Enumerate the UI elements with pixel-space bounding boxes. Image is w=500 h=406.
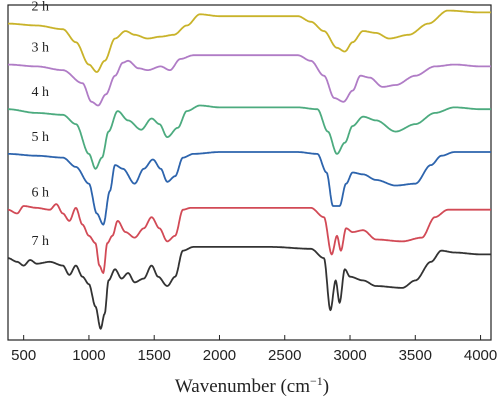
series-line-4h: [7, 104, 492, 170]
x-tick-label-2500: 2500: [268, 347, 301, 364]
x-tick-label-500: 500: [11, 347, 36, 364]
x-tick-label-4000: 4000: [464, 347, 497, 364]
series-line-7h: [7, 246, 492, 330]
plot-frame: [7, 4, 492, 341]
x-tick-label-3500: 3500: [399, 347, 432, 364]
series-label-6h: 6 h: [31, 186, 49, 201]
series-line-2h: [7, 9, 492, 73]
series-line-5h: [7, 151, 492, 226]
x-tick-label-2000: 2000: [203, 347, 236, 364]
plot-border: [7, 4, 492, 341]
series-label-3h: 3 h: [31, 41, 49, 56]
series-line-6h: [7, 203, 492, 274]
x-axis-ticks: 500 1000 1500 2000 2500 3000 3500 4000: [11, 335, 497, 364]
series-line-3h: [7, 54, 492, 107]
x-tick-label-1000: 1000: [72, 347, 105, 364]
series-label-2h: 2 h: [31, 0, 49, 15]
x-axis-title: Wavenumber (cm−1): [175, 374, 329, 397]
series-layer: [7, 9, 492, 330]
x-tick-label-3000: 3000: [333, 347, 366, 364]
x-tick-label-1500: 1500: [138, 347, 171, 364]
series-label-4h: 4 h: [31, 85, 49, 100]
series-label-5h: 5 h: [31, 130, 49, 145]
series-label-7h: 7 h: [31, 234, 49, 249]
series-labels: 2 h 3 h 4 h 5 h 6 h 7 h: [31, 0, 49, 249]
